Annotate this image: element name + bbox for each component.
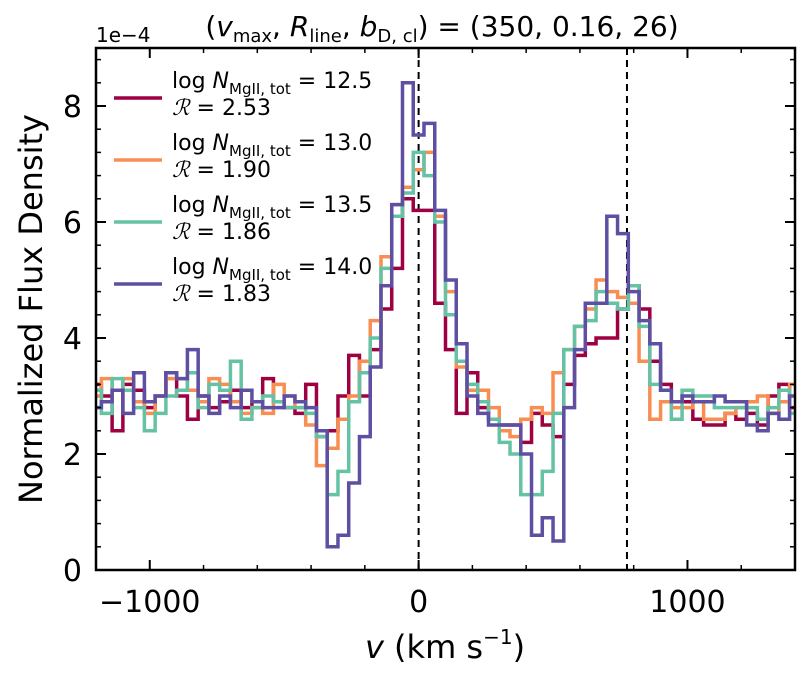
y-tick-label: 8: [63, 90, 82, 125]
legend-entry-2: log NMgII, tot = 13.0ℛ = 1.90: [114, 131, 372, 183]
tick-labels: −1000 0 1000 0 2 4 6 8: [63, 90, 726, 620]
plot-frame: [94, 46, 797, 572]
legend-label: log NMgII, tot = 13.0: [172, 131, 372, 160]
legend-label: log NMgII, tot = 12.5: [172, 69, 372, 98]
chart-title: (vmax, Rline, bD, cl) = (350, 0.16, 26): [205, 10, 678, 47]
legend-entry-1: log NMgII, tot = 12.5ℛ = 2.53: [114, 69, 372, 121]
legend-label: log NMgII, tot = 14.0: [172, 255, 372, 284]
legend-entry-4: log NMgII, tot = 14.0ℛ = 1.83: [114, 255, 372, 307]
legend-label: log NMgII, tot = 13.5: [172, 193, 372, 222]
legend-ratio: ℛ = 1.86: [172, 220, 271, 245]
series-layer: [96, 81, 795, 549]
y-tick-label: 2: [63, 438, 82, 473]
x-tick-label: −1000: [99, 585, 200, 620]
y-axis-label: Normalized Flux Density: [12, 114, 50, 504]
y-tick-label: 4: [63, 322, 82, 357]
legend-ratio: ℛ = 1.83: [172, 282, 271, 307]
series-line-4: [96, 81, 795, 549]
y-tick-label: 6: [63, 206, 82, 241]
legend-entry-3: log NMgII, tot = 13.5ℛ = 1.86: [114, 193, 372, 245]
y-offset-label: 1e−4: [96, 23, 151, 47]
legend-ratio: ℛ = 2.53: [172, 96, 271, 121]
y-tick-label: 0: [63, 554, 82, 589]
x-tick-label: 0: [409, 585, 428, 620]
x-tick-label: 1000: [649, 585, 725, 620]
x-axis-label: v (km s−1): [365, 625, 525, 666]
legend-ratio: ℛ = 1.90: [172, 158, 271, 183]
